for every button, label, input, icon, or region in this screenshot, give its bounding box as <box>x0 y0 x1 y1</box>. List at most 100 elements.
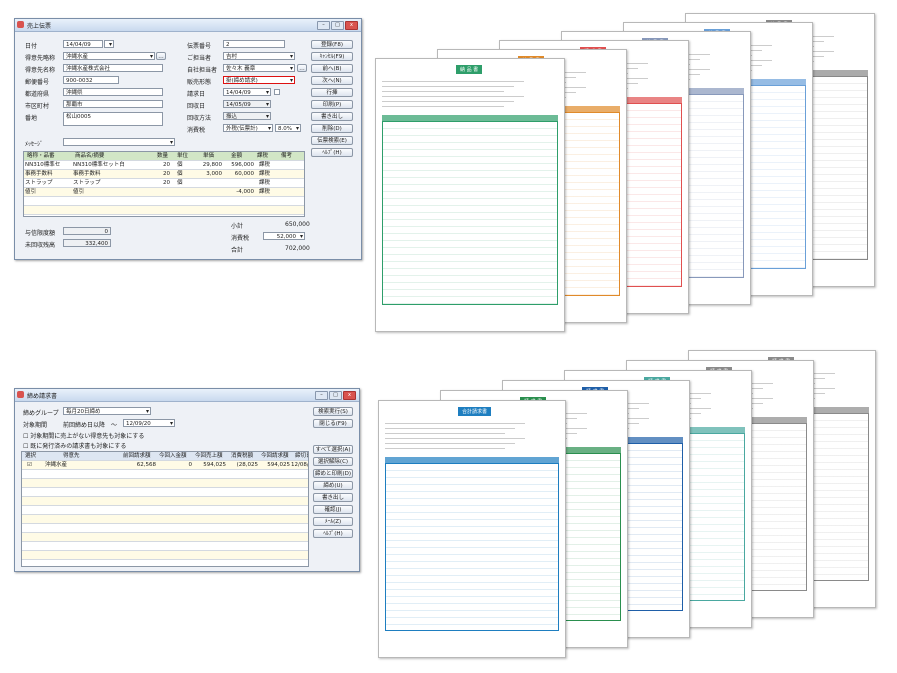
delete-button[interactable]: 削除(D) <box>311 124 353 133</box>
check-issued[interactable]: ☐ 既に発行済みの請求書も対象にする <box>23 443 127 450</box>
table-row[interactable] <box>22 497 308 506</box>
minimize-button[interactable]: – <box>317 21 330 30</box>
slip-no-field[interactable]: 2 <box>223 40 285 48</box>
cell-amount[interactable]: 596,000 <box>231 162 254 168</box>
cell-qty[interactable]: 20 <box>163 171 170 177</box>
prev-button[interactable]: 前へ(B) <box>311 64 353 73</box>
cell-code[interactable]: 事務手数料 <box>25 171 53 177</box>
collect-method-field[interactable]: 振込 <box>223 112 271 120</box>
cell-tax[interactable]: 課税 <box>259 180 271 186</box>
tax-rate-field[interactable]: 8.0% <box>275 124 301 132</box>
deselect-button[interactable]: 選択解除(C) <box>313 457 353 466</box>
window-titlebar[interactable]: 売上伝票 – □ x <box>15 19 361 32</box>
date-field[interactable]: 14/04/09 <box>63 40 103 48</box>
export-button[interactable]: 書き出し <box>311 112 353 121</box>
table-row[interactable] <box>22 542 308 551</box>
insert-row-button[interactable]: 行挿 <box>311 88 353 97</box>
cell-qty[interactable]: 20 <box>163 180 170 186</box>
maximize-button[interactable]: □ <box>329 391 342 400</box>
cell-tax[interactable]: 課税 <box>259 162 271 168</box>
maximize-button[interactable]: □ <box>331 21 344 30</box>
date-picker-button[interactable] <box>104 40 114 48</box>
cell-unit[interactable]: 個 <box>177 180 183 186</box>
help-button[interactable]: ﾍﾙﾌﾟ(H) <box>313 529 353 538</box>
table-row[interactable]: NN310標準セ NN310標準セット白 20 個 29,800 596,000… <box>24 161 304 170</box>
cell-amount[interactable]: 60,000 <box>234 171 254 177</box>
col-header: 選択 <box>25 453 37 459</box>
bill-date-field[interactable]: 14/04/09 <box>223 88 271 96</box>
table-row[interactable] <box>22 506 308 515</box>
window-titlebar[interactable]: 締め請求書 – □ x <box>15 389 359 402</box>
sales-type-field[interactable]: 掛(締め請求) <box>223 76 295 84</box>
cell-price[interactable]: 29,800 <box>202 162 222 168</box>
cell-qty[interactable]: 20 <box>163 162 170 168</box>
collect-date-field[interactable]: 14/05/09 <box>223 100 271 108</box>
help-button[interactable]: ﾍﾙﾌﾟ(H) <box>311 148 353 157</box>
table-row[interactable] <box>22 479 308 488</box>
close-and-print-button[interactable]: 締めと印刷(D) <box>313 469 353 478</box>
cell-name[interactable]: 値引 <box>73 189 85 195</box>
export-button[interactable]: 書き出し <box>313 493 353 502</box>
cell-tax[interactable]: 課税 <box>259 189 271 195</box>
table-row[interactable] <box>22 515 308 524</box>
minimize-button[interactable]: – <box>315 391 328 400</box>
cell-unit[interactable]: 個 <box>177 162 183 168</box>
print-button[interactable]: 印刷(P) <box>311 100 353 109</box>
cell-code[interactable]: 値引 <box>25 189 37 195</box>
table-row[interactable] <box>24 206 304 215</box>
mail-button[interactable]: ﾒｰﾙ(Z) <box>313 517 353 526</box>
check-empty-customers[interactable]: ☐ 対象期間に売上がない得意先も対象にする <box>23 433 145 440</box>
next-button[interactable]: 次へ(N) <box>311 76 353 85</box>
cell-name[interactable]: 事務手数料 <box>73 171 101 177</box>
pref-field[interactable]: 沖縄県 <box>63 88 163 96</box>
close-button[interactable]: x <box>345 21 358 30</box>
confirm-button[interactable]: 確認(J) <box>313 505 353 514</box>
cell-name[interactable]: NN310標準セット白 <box>73 162 125 168</box>
table-row[interactable] <box>22 524 308 533</box>
row-checkbox[interactable]: ☑ <box>27 462 32 468</box>
table-row[interactable]: 事務手数料 事務手数料 20 個 3,000 60,000 課税 <box>24 170 304 179</box>
table-row[interactable] <box>24 197 304 206</box>
table-row[interactable] <box>22 551 308 560</box>
table-row[interactable]: ☑ 沖縄水産 62,568 0 594,025 (28,025 594,025 … <box>22 461 308 470</box>
register-button[interactable]: 登録(F8) <box>311 40 353 49</box>
cell-tax[interactable]: 課税 <box>259 171 271 177</box>
zip-field[interactable]: 900-0032 <box>63 76 119 84</box>
cell-price[interactable]: 3,000 <box>206 171 222 177</box>
bill-date-checkbox[interactable] <box>274 89 280 95</box>
tax-type-field[interactable]: 外税(伝票計) <box>223 124 273 132</box>
cell-name[interactable]: ストラップ <box>73 180 101 186</box>
close-button-action[interactable]: 締め(U) <box>313 481 353 490</box>
period-from: 前回締め日以降 <box>63 422 106 429</box>
cell-code[interactable]: ストラップ <box>25 180 53 186</box>
customer-name-field[interactable]: 沖縄水産株式会社 <box>63 64 163 72</box>
staff-field[interactable]: 佐々木 義章 <box>223 64 295 72</box>
invoice-table[interactable]: 選択 得意先 前回請求額 今回入金額 今回売上額 消費税額 今回請求額 締切日 … <box>21 451 309 567</box>
staff-search-button[interactable]: … <box>297 64 307 72</box>
table-row[interactable]: 値引 値引 -4,000 課税 <box>24 188 304 197</box>
table-row[interactable] <box>22 470 308 479</box>
table-row[interactable]: ストラップ ストラップ 20 個 課税 <box>24 179 304 188</box>
table-row[interactable] <box>22 533 308 542</box>
customer-short-field[interactable]: 沖縄水産 <box>63 52 155 60</box>
period-to-field[interactable]: 12/09/20 <box>123 419 175 427</box>
search-button[interactable]: 検索実行(S) <box>313 407 353 416</box>
address-field[interactable]: 松山0005 <box>63 112 163 126</box>
tax-amount-field[interactable]: 52,000 <box>263 232 305 240</box>
cell-unit[interactable]: 個 <box>177 171 183 177</box>
select-all-button[interactable]: すべて選択(A) <box>313 445 353 454</box>
close-button[interactable]: x <box>343 391 356 400</box>
form-text-line <box>382 81 524 82</box>
group-select[interactable]: 毎月20日締め <box>63 407 151 415</box>
cancel-button[interactable]: ｷｬﾝｾﾙ(F9) <box>311 52 353 61</box>
message-field[interactable] <box>63 138 175 146</box>
cell-amount[interactable]: -4,000 <box>236 189 254 195</box>
line-items-table[interactable]: 略称・品番 商品名/摘要 数量 単位 単価 金額 課税 備考 NN310標準セ … <box>23 151 305 217</box>
close-window-button[interactable]: 閉じる(F9) <box>313 419 353 428</box>
city-field[interactable]: 那覇市 <box>63 100 163 108</box>
cell-code[interactable]: NN310標準セ <box>25 162 61 168</box>
contact-field[interactable]: 吉村 <box>223 52 295 60</box>
customer-search-button[interactable]: … <box>156 52 166 60</box>
table-row[interactable] <box>22 488 308 497</box>
slip-search-button[interactable]: 伝票検索(E) <box>311 136 353 145</box>
